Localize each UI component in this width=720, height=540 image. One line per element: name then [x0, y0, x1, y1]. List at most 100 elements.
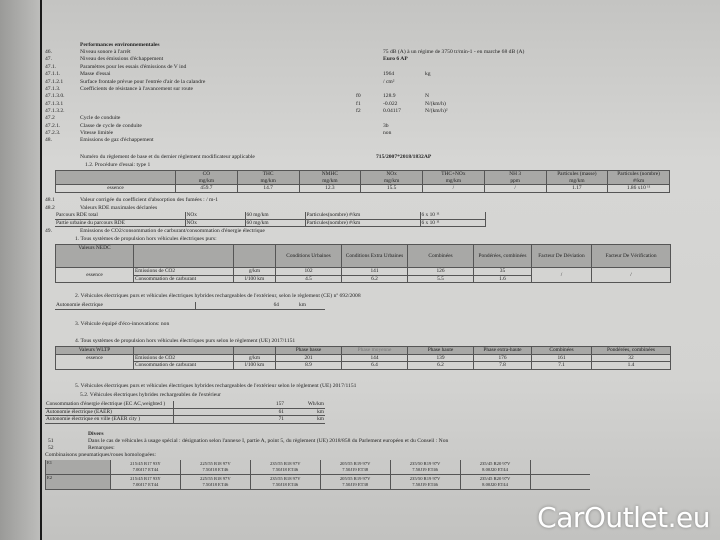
rde-pn_value: 6 x 10 ¹¹	[420, 219, 486, 227]
item-number: 48.2	[45, 205, 55, 211]
rim-size: 8.00J20 ET44	[482, 467, 508, 472]
ev692-title: 2. Véhicules électriques purs et véhicul…	[75, 293, 361, 299]
header-unit: #/km	[633, 177, 645, 184]
column-header: Conditions Urbaines	[275, 244, 342, 268]
column-header: Phase extra-haute	[473, 346, 532, 355]
tire-size: 215/45 R17 93Y	[130, 460, 161, 466]
column-header: Conditions Extra Urbaines	[341, 244, 408, 268]
tire-cell: 205/55 R19 97V 7.50J19 ET38	[320, 474, 391, 490]
item-label: Vitesse limitée	[80, 130, 114, 136]
item-unit: N/(km/h)²	[425, 108, 448, 114]
tire-size: 225/55 R18 97V	[200, 460, 231, 466]
row-unit: l/100 km	[233, 361, 276, 370]
column-header: Facteur De Déviation	[531, 244, 592, 268]
tire-cell: 235/50 R19 97V 7.50J19 ET46	[390, 474, 461, 490]
rim-size: 7.50J18 ET46	[202, 482, 229, 487]
nedc-title: 1. Tous systèmes de propulsion hors véhi…	[75, 236, 217, 242]
rde-label: Parcours RDE total	[55, 212, 186, 220]
tire-cell: 235/55 R18 97V 7.50J18 ET46	[250, 474, 321, 490]
item-number: 47.1.3.0.	[45, 93, 65, 99]
tire-cell: 235/55 R18 97V 7.50J18 ET46	[250, 460, 321, 475]
rde-pn_value: 6 x 10 ¹¹	[420, 212, 486, 220]
table-row: Consommation de carburant l/100 km 8.9 6.4 6…	[56, 361, 671, 370]
table-row: Autonomie électrique (EAER) 61 km	[45, 408, 325, 416]
section-title: Performances environnementales	[80, 42, 160, 48]
divers-title: Divers	[88, 431, 104, 437]
header-unit: mg/km	[445, 177, 462, 184]
item-number: 48.	[45, 137, 52, 143]
column-header: Combinées	[531, 346, 592, 355]
item-value: -0.022	[383, 101, 398, 107]
item-number: 47.1.3.	[45, 86, 61, 92]
coefficient-symbol: f2	[356, 108, 361, 114]
coefficient-symbol: f0	[356, 93, 361, 99]
header-name: THC	[262, 171, 274, 178]
item-number: 47.1.1.	[45, 71, 61, 77]
deviation-cell: /	[531, 267, 592, 283]
item-number: 51	[48, 438, 54, 444]
value-cell: 12.3	[298, 184, 362, 193]
fuel-cell: essence	[55, 184, 176, 193]
rde-pollutant: NOx	[185, 212, 246, 220]
row-unit: l/100 km	[233, 274, 276, 283]
tire-cell: 235/45 R20 97V 8.00J20 ET44	[460, 460, 531, 475]
item-number: 47.2	[45, 115, 55, 121]
item-label: Coefficients de résistance à l'avancemen…	[80, 86, 194, 92]
table-row: Consommation de carburant l/100 km 4.5 6.2 5…	[56, 274, 671, 283]
row-unit: g/km	[233, 267, 276, 276]
rde-pn_label: Particules(nombre) #/km	[305, 219, 421, 227]
corner-cell: Valeurs WLTP	[55, 346, 134, 355]
rim-size: 7.50J19 ET46	[412, 482, 438, 487]
tire-size: 235/55 R18 97V	[269, 460, 301, 466]
header-unit: ppm	[510, 177, 520, 184]
rde-table: Parcours RDE total NOx 60 mg/km Particules(…	[55, 212, 486, 227]
item-value: Euro 6 AP	[383, 56, 408, 62]
rim-size: 7.50J19 ET38	[342, 467, 369, 472]
column-header: Particules (masse) mg/km	[545, 170, 609, 185]
tire-cell: 235/50 R19 97V 7.50J19 ET46	[390, 460, 461, 475]
type1-title: 1.2. Procédure d'essai: type 1	[85, 162, 151, 168]
background-edge	[0, 0, 40, 540]
column-header: THC+NOx mg/km	[422, 170, 485, 185]
item-unit: N/(km/h)	[425, 101, 446, 107]
value-cell: 201	[275, 353, 342, 362]
rde-row: Partie urbaine du parcours RDE NOx 60 mg/k…	[55, 219, 486, 227]
blank-cell	[530, 460, 590, 475]
special-purpose-text: Dans le cas de véhicules à usage spécial…	[88, 438, 449, 444]
wltp-title: 4. Tous systèmes de propulsion hors véhi…	[75, 338, 296, 344]
rim-size: 8.00J20 ET44	[482, 482, 508, 487]
column-header: NH 3 ppm	[483, 170, 547, 185]
item-unit: kg	[425, 71, 431, 77]
tire-size: 235/45 R20 97V	[479, 475, 511, 481]
value-cell: 1.4	[591, 361, 671, 370]
ev692-table: Autonomie électrique 64 km	[55, 302, 325, 310]
row-label: Consommation de carburant	[133, 274, 234, 283]
item-label: Classe de cycle de conduite	[80, 123, 142, 129]
tire-cell: 205/55 R19 97V 7.50J19 ET38	[320, 460, 391, 475]
header-name: Particules (masse)	[557, 171, 597, 178]
item-number: 47.	[45, 56, 52, 62]
column-header: Phase basse	[275, 346, 342, 355]
item-number: 47.2.1.	[45, 123, 61, 129]
tire-size: 235/45 R20 97V	[479, 460, 511, 466]
column-header: Combinées	[407, 244, 474, 268]
item-value: / cm²	[383, 79, 395, 85]
item-label: Emissions de gaz d'échappement	[80, 137, 154, 143]
value-cell: 102	[275, 267, 342, 276]
value-cell: 1.86 x10 ¹¹	[607, 184, 670, 193]
value-cell: 144	[341, 353, 408, 362]
row-unit: km	[285, 415, 325, 424]
row-value: 71	[173, 415, 285, 424]
value-cell: 139	[407, 353, 474, 362]
tire-size: 225/55 R18 97V	[200, 475, 231, 481]
blank-header	[133, 244, 234, 268]
rim-size: 7.00J17 ET44	[132, 482, 159, 487]
tire-cell: 225/55 R18 97V 7.50J18 ET46	[180, 474, 251, 490]
value-cell: 5.5	[407, 274, 474, 283]
fuel-cell: essence	[55, 267, 134, 283]
item-label: Niveau sonore à l'arrêt	[80, 49, 131, 55]
column-header: NOx mg/km	[360, 170, 423, 185]
item-number: 47.1.3.2.	[45, 108, 65, 114]
value-cell: 7.1	[531, 361, 592, 370]
item-number: 47.1.	[45, 64, 57, 70]
